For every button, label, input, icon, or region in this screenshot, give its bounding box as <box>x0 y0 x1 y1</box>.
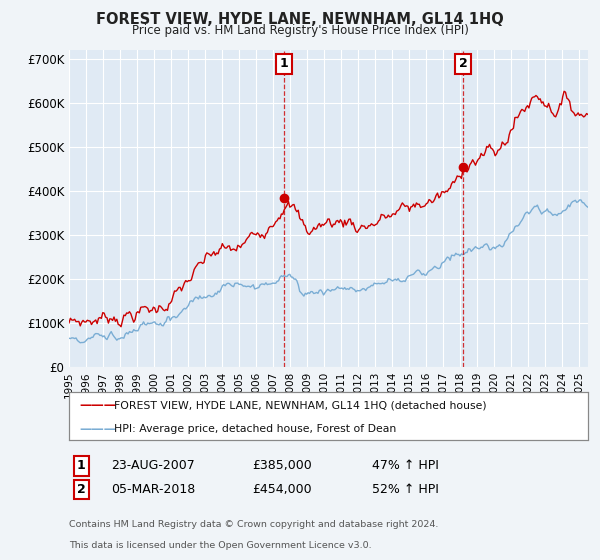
Text: Contains HM Land Registry data © Crown copyright and database right 2024.: Contains HM Land Registry data © Crown c… <box>69 520 439 529</box>
Text: 05-MAR-2018: 05-MAR-2018 <box>111 483 195 496</box>
Text: This data is licensed under the Open Government Licence v3.0.: This data is licensed under the Open Gov… <box>69 541 371 550</box>
Text: 23-AUG-2007: 23-AUG-2007 <box>111 459 195 473</box>
Text: 47% ↑ HPI: 47% ↑ HPI <box>372 459 439 473</box>
Text: ———: ——— <box>80 399 117 412</box>
Text: £385,000: £385,000 <box>252 459 312 473</box>
Text: 1: 1 <box>280 57 289 71</box>
Text: £454,000: £454,000 <box>252 483 311 496</box>
Text: 1: 1 <box>77 459 85 473</box>
Text: FOREST VIEW, HYDE LANE, NEWNHAM, GL14 1HQ: FOREST VIEW, HYDE LANE, NEWNHAM, GL14 1H… <box>96 12 504 27</box>
Text: HPI: Average price, detached house, Forest of Dean: HPI: Average price, detached house, Fore… <box>114 424 396 434</box>
Text: ———: ——— <box>80 423 117 436</box>
Text: FOREST VIEW, HYDE LANE, NEWNHAM, GL14 1HQ (detached house): FOREST VIEW, HYDE LANE, NEWNHAM, GL14 1H… <box>114 400 487 410</box>
Text: 2: 2 <box>459 57 467 71</box>
Text: Price paid vs. HM Land Registry's House Price Index (HPI): Price paid vs. HM Land Registry's House … <box>131 24 469 36</box>
Text: 2: 2 <box>77 483 85 496</box>
Text: 52% ↑ HPI: 52% ↑ HPI <box>372 483 439 496</box>
